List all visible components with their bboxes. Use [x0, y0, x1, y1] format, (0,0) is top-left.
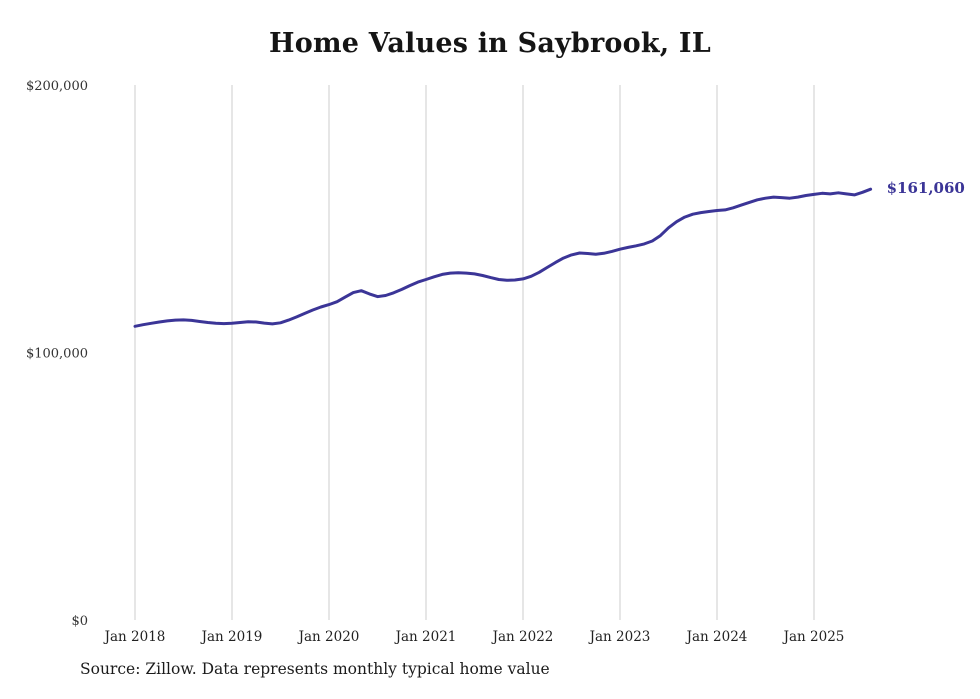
x-axis-tick-label: Jan 2021 [394, 629, 457, 645]
source-note: Source: Zillow. Data represents monthly … [80, 660, 550, 678]
x-axis-tick-label: Jan 2018 [103, 629, 166, 645]
latest-value-label: $161,060 [887, 179, 965, 197]
x-axis-tick-label: Jan 2024 [685, 629, 748, 645]
y-axis-tick-label: $100,000 [26, 347, 88, 362]
x-axis-tick-label: Jan 2020 [297, 629, 360, 645]
y-axis-tick-label: $200,000 [26, 79, 88, 94]
chart-title: Home Values in Saybrook, IL [269, 28, 711, 59]
x-axis-tick-label: Jan 2025 [782, 629, 845, 645]
x-axis-tick-label: Jan 2019 [200, 629, 263, 645]
home-value-line [133, 187, 873, 328]
y-axis-tick-label: $0 [71, 614, 88, 629]
x-axis-tick-label: Jan 2023 [588, 629, 651, 645]
x-axis-tick-label: Jan 2022 [491, 629, 554, 645]
